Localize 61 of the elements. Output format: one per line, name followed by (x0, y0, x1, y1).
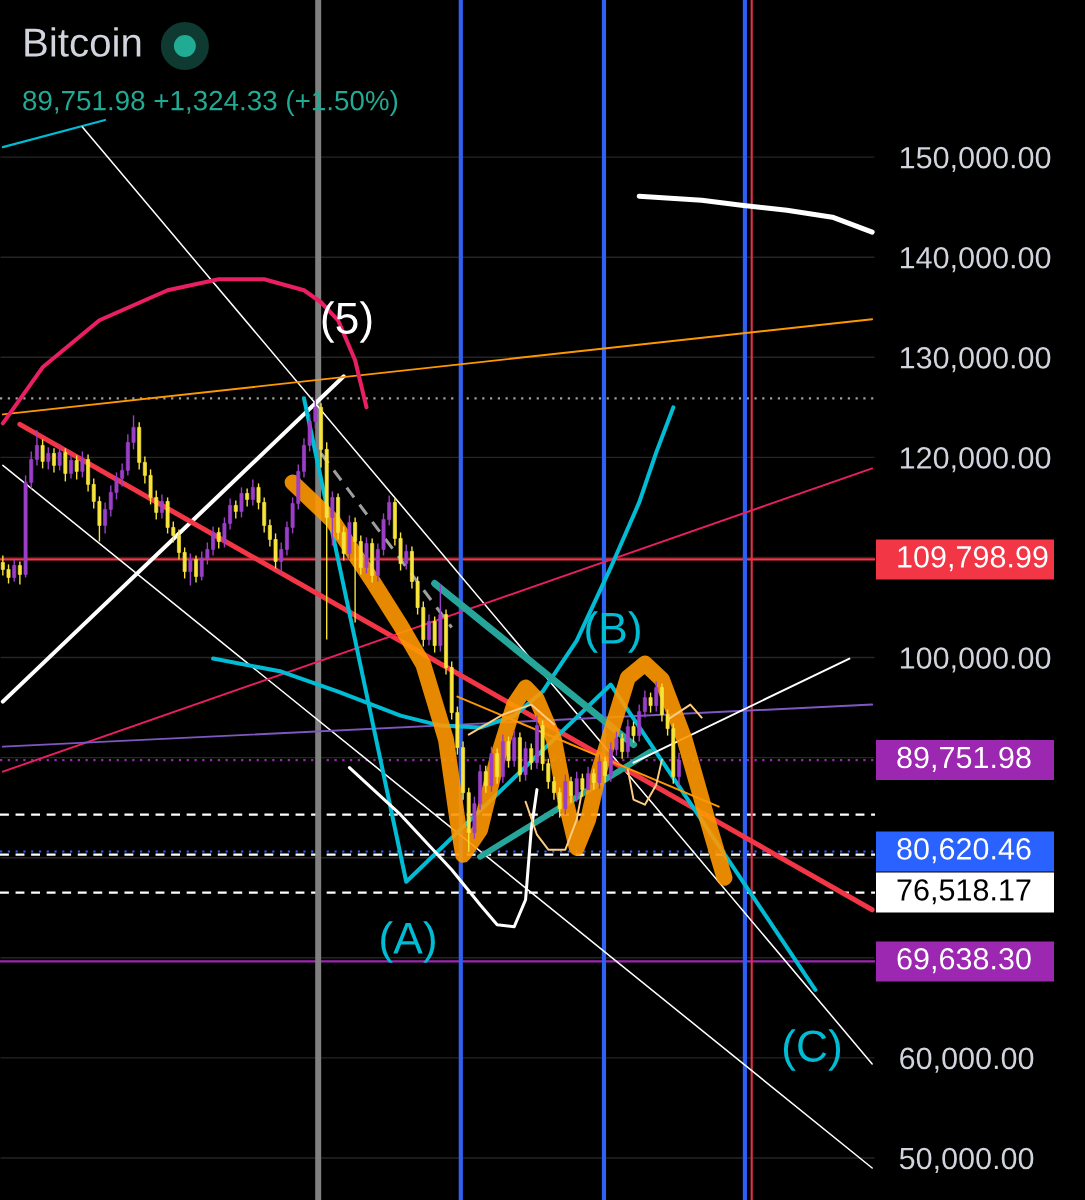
candlestick (427, 613, 431, 647)
candlestick (69, 453, 73, 480)
candlestick (574, 770, 579, 803)
candlestick (63, 447, 68, 483)
candlestick (57, 443, 62, 472)
candlestick (483, 764, 488, 794)
candlestick (631, 720, 636, 744)
line-series (467, 703, 555, 736)
candlestick (580, 772, 585, 798)
ref-line-label: 69,638.30 (897, 947, 1031, 974)
y-tick-label: 130,000.00 (900, 347, 1051, 373)
ref-line-label: 89,751.98 (897, 746, 1031, 772)
line-series (626, 758, 663, 806)
annotation: (A) (381, 921, 435, 963)
candlestick (597, 753, 602, 790)
text: Bitcoin (25, 27, 141, 57)
candlestick (12, 558, 17, 583)
y-tick-label: 150,000.00 (900, 146, 1051, 173)
y-tick-label: 50,000.00 (899, 1147, 1034, 1173)
candlestick (620, 732, 625, 760)
candlestick (233, 499, 238, 520)
candlestick (654, 680, 659, 713)
candlestick (495, 747, 500, 785)
candlestick (330, 490, 335, 547)
candlestick (603, 755, 608, 784)
candlestick (512, 729, 517, 768)
candlestick (159, 493, 164, 520)
candlestick (46, 446, 51, 471)
annotation: (C) (783, 1029, 841, 1071)
ref-line-label: 76,518.17 (897, 879, 1031, 905)
y-tick-label: 140,000.00 (900, 246, 1051, 273)
candlestick (642, 689, 647, 719)
candlestick (239, 486, 244, 519)
candlestick (506, 735, 511, 769)
candlestick (591, 767, 596, 791)
candlestick (188, 552, 193, 587)
candlestick (279, 541, 284, 576)
candlestick (74, 454, 79, 481)
candlestick (245, 487, 250, 508)
ref-line-label: 80,620.46 (897, 838, 1031, 864)
candlestick (341, 525, 346, 562)
y-tick-label: 60,000.00 (900, 1047, 1034, 1073)
candlestick (34, 429, 39, 467)
candlestick (250, 478, 255, 507)
y-tick-label: 120,000.00 (900, 447, 1051, 473)
candlestick (404, 543, 409, 571)
candlestick (40, 438, 45, 470)
ref-line-label: 109,798.99 (898, 546, 1048, 572)
candlestick (80, 450, 85, 479)
candlestick (648, 691, 653, 714)
candlestick (353, 516, 358, 624)
candlestick (569, 775, 573, 804)
candlestick (194, 554, 198, 584)
candlestick (52, 447, 56, 474)
candlestick (586, 765, 591, 791)
candlestick (103, 501, 108, 535)
candlestick (216, 526, 221, 550)
candlestick (17, 560, 22, 586)
candlestick (677, 751, 681, 787)
candlestick (529, 742, 534, 771)
y-tick-label: 100,000.00 (900, 647, 1051, 673)
